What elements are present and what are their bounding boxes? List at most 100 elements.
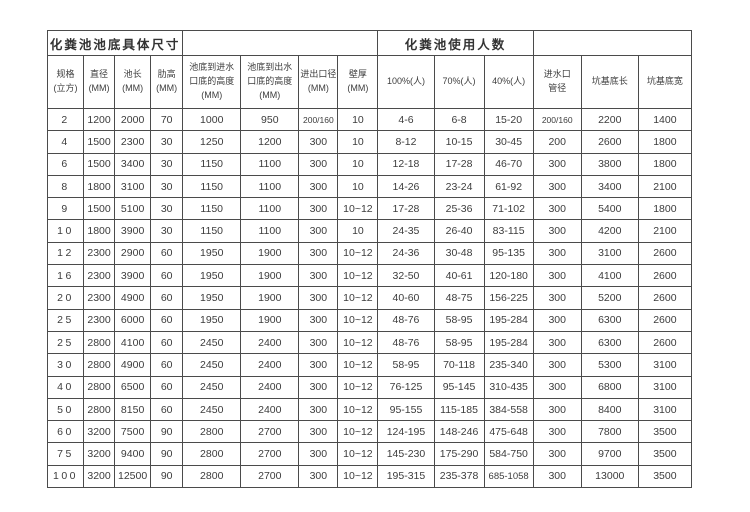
cell-port-diameter: 300 xyxy=(298,375,339,399)
cell-wall-thickness: 10~12 xyxy=(337,420,379,444)
cell-spec: 4 xyxy=(46,130,85,154)
cell-inlet-height: 2800 xyxy=(182,442,242,466)
cell-pool-length: 3900 xyxy=(114,264,152,288)
table-row: 9 1500 5100 30 1150 1100 300 10~12 17-28 25-36 71-… xyxy=(46,197,693,221)
cell-capacity-40: 15-20 xyxy=(483,107,534,132)
cell-inlet-pipe-diameter: 300 xyxy=(532,375,582,399)
cell-pit-base-length: 3800 xyxy=(580,152,639,176)
cell-pool-length: 4900 xyxy=(114,286,152,310)
cell-port-diameter: 300 xyxy=(298,353,339,377)
cell-inlet-pipe-diameter: 300 xyxy=(532,420,582,444)
cell-port-diameter: 300 xyxy=(298,130,339,154)
cell-rib-height: 90 xyxy=(150,464,184,489)
cell-diameter: 3200 xyxy=(83,420,116,444)
cell-pit-base-length: 6800 xyxy=(580,375,639,399)
cell-inlet-height: 1150 xyxy=(182,174,242,199)
table-row: 8 1800 3100 30 1150 1100 300 10 14-26 23-24 61-92 3… xyxy=(46,174,693,199)
cell-wall-thickness: 10~12 xyxy=(337,197,379,221)
cell-inlet-pipe-diameter: 300 xyxy=(532,241,582,266)
cell-capacity-70: 148-246 xyxy=(433,420,485,444)
cell-capacity-70: 95-145 xyxy=(433,375,485,399)
cell-port-diameter: 300 xyxy=(298,420,339,444)
column-header-capacity-40: 40%(人) xyxy=(483,55,534,109)
cell-capacity-70: 10-15 xyxy=(433,130,485,154)
cell-capacity-40: 156-225 xyxy=(483,286,534,310)
cell-capacity-40: 46-70 xyxy=(483,152,534,176)
cell-rib-height: 60 xyxy=(150,330,184,355)
cell-spec: 75 xyxy=(46,442,85,466)
cell-capacity-100: 40-60 xyxy=(377,286,435,310)
cell-port-diameter: 300 xyxy=(298,174,339,199)
cell-outlet-height: 1900 xyxy=(240,286,300,310)
cell-capacity-70: 30-48 xyxy=(433,241,485,266)
cell-diameter: 2300 xyxy=(83,308,116,332)
cell-diameter: 1500 xyxy=(83,152,116,176)
cell-pit-base-width: 3500 xyxy=(637,420,693,444)
cell-port-diameter: 300 xyxy=(298,241,339,266)
cell-rib-height: 60 xyxy=(150,308,184,332)
cell-pit-base-width: 3100 xyxy=(637,397,693,422)
cell-pool-length: 4100 xyxy=(114,330,152,355)
cell-rib-height: 60 xyxy=(150,286,184,310)
cell-capacity-70: 58-95 xyxy=(433,308,485,332)
cell-diameter: 2300 xyxy=(83,241,116,266)
cell-capacity-70: 115-185 xyxy=(433,397,485,422)
cell-rib-height: 30 xyxy=(150,174,184,199)
cell-inlet-height: 1950 xyxy=(182,241,242,266)
table-row: 50 2800 8150 60 2450 2400 300 10~12 95-155 115-18… xyxy=(46,397,693,422)
cell-outlet-height: 950 xyxy=(240,107,300,132)
cell-inlet-height: 1150 xyxy=(182,197,242,221)
cell-capacity-40: 30-45 xyxy=(483,130,534,154)
cell-spec: 20 xyxy=(46,286,85,310)
cell-outlet-height: 2700 xyxy=(240,442,300,466)
cell-capacity-70: 70-118 xyxy=(433,353,485,377)
cell-pool-length: 4900 xyxy=(114,353,152,377)
cell-capacity-40: 685-1058 xyxy=(483,464,534,489)
table-row: 2 1200 2000 70 1000 950 200/160 10 4-6 6-8 15-20 20… xyxy=(46,107,693,132)
cell-outlet-height: 2700 xyxy=(240,420,300,444)
cell-port-diameter: 300 xyxy=(298,264,339,288)
table-row: 25 2800 4100 60 2450 2400 300 10~12 48-76 58-95 19… xyxy=(46,330,693,355)
cell-pit-base-length: 4100 xyxy=(580,264,639,288)
cell-wall-thickness: 10~12 xyxy=(337,330,379,355)
table-row: 12 2300 2900 60 1950 1900 300 10~12 24-36 30-48 95… xyxy=(46,241,693,266)
cell-rib-height: 30 xyxy=(150,130,184,154)
cell-spec: 50 xyxy=(46,397,85,422)
column-header-capacity-70: 70%(人) xyxy=(433,55,485,109)
cell-diameter: 3200 xyxy=(83,442,116,466)
cell-capacity-100: 24-36 xyxy=(377,241,435,266)
cell-inlet-height: 2800 xyxy=(182,464,242,489)
cell-capacity-70: 58-95 xyxy=(433,330,485,355)
cell-outlet-height: 2400 xyxy=(240,397,300,422)
table-row: 4 1500 2300 30 1250 1200 300 10 8-12 10-15 30-45 20… xyxy=(46,130,693,154)
cell-outlet-height: 1100 xyxy=(240,174,300,199)
cell-spec: 16 xyxy=(46,264,85,288)
cell-outlet-height: 1900 xyxy=(240,241,300,266)
cell-wall-thickness: 10~12 xyxy=(337,375,379,399)
cell-inlet-height: 1250 xyxy=(182,130,242,154)
cell-capacity-100: 17-28 xyxy=(377,197,435,221)
cell-pit-base-length: 2200 xyxy=(580,107,639,132)
cell-capacity-100: 12-18 xyxy=(377,152,435,176)
cell-capacity-100: 95-155 xyxy=(377,397,435,422)
cell-port-diameter: 300 xyxy=(298,152,339,176)
group-header-dimensions: 化粪池池底具体尺寸 xyxy=(46,30,184,56)
cell-pit-base-length: 6300 xyxy=(580,308,639,332)
cell-pit-base-width: 3100 xyxy=(637,353,693,377)
cell-pool-length: 8150 xyxy=(114,397,152,422)
cell-pit-base-length: 5300 xyxy=(580,353,639,377)
cell-capacity-100: 32-50 xyxy=(377,264,435,288)
cell-wall-thickness: 10 xyxy=(337,152,379,176)
cell-diameter: 2800 xyxy=(83,397,116,422)
cell-wall-thickness: 10 xyxy=(337,219,379,243)
cell-pit-base-width: 2600 xyxy=(637,241,693,266)
cell-spec: 25 xyxy=(46,330,85,355)
column-header-rib-height: 肋高 (MM) xyxy=(150,55,184,109)
cell-spec: 8 xyxy=(46,174,85,199)
column-header-wall-thickness: 壁厚 (MM) xyxy=(337,55,379,109)
cell-capacity-100: 195-315 xyxy=(377,464,435,489)
cell-inlet-height: 2450 xyxy=(182,353,242,377)
cell-rib-height: 60 xyxy=(150,397,184,422)
cell-wall-thickness: 10~12 xyxy=(337,442,379,466)
cell-pool-length: 3100 xyxy=(114,174,152,199)
